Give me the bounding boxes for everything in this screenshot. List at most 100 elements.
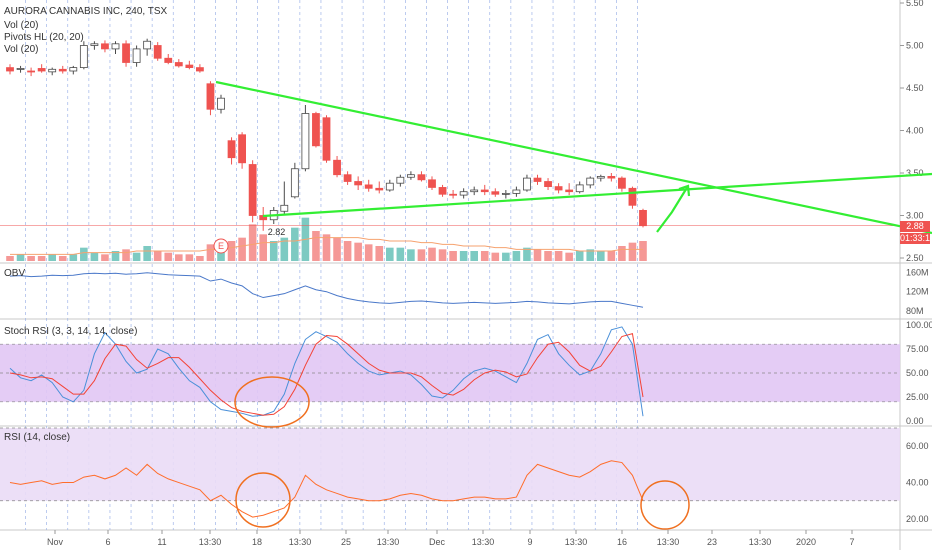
- candle-body: [122, 43, 130, 63]
- volume-bar: [364, 244, 373, 261]
- volume-bar: [90, 252, 99, 261]
- legend-vol-2[interactable]: Vol (20): [4, 44, 39, 55]
- candle-body: [586, 177, 595, 186]
- price-tick-label: 4.00: [906, 126, 924, 136]
- rsi-pane-title[interactable]: RSI (14, close): [4, 432, 71, 443]
- time-tick-label: 2020: [796, 537, 816, 547]
- obv-pane-title[interactable]: OBV: [4, 268, 26, 279]
- rsi-tick-label: 60.00: [906, 441, 929, 451]
- candle-body: [206, 83, 215, 110]
- volume-bar: [238, 237, 246, 261]
- rsi-tick-label: 20.00: [906, 514, 929, 524]
- time-tick-label: 25: [341, 537, 351, 547]
- low-price-marker: 2.82: [268, 227, 286, 237]
- volume-bar: [259, 234, 267, 261]
- volume-bar: [143, 246, 151, 261]
- candle-body: [618, 177, 626, 189]
- candle-body: [470, 189, 479, 193]
- volume-bar: [354, 242, 362, 261]
- volume-bar: [48, 254, 56, 261]
- volume-bar: [512, 251, 521, 261]
- candle-body: [16, 68, 25, 70]
- candle-body: [248, 164, 257, 216]
- price-tick-label: 4.50: [906, 83, 924, 93]
- time-tick-label: 23: [707, 537, 717, 547]
- candle-body: [227, 140, 236, 159]
- volume-bar: [565, 252, 573, 261]
- legend-vol[interactable]: Vol (20): [4, 20, 39, 31]
- volume-bar: [396, 247, 405, 261]
- candle-body: [90, 43, 99, 46]
- time-tick-label: 13:30: [657, 537, 680, 547]
- volume-bar: [607, 251, 616, 261]
- candle-body: [417, 174, 426, 181]
- candle-body: [396, 176, 405, 184]
- candle-body: [79, 45, 88, 69]
- candle-body: [607, 175, 616, 179]
- candle-body: [312, 113, 320, 147]
- candle-body: [385, 182, 394, 191]
- price-tick-label: 5.50: [906, 0, 924, 8]
- candle-body: [48, 68, 57, 73]
- time-tick-label: 13:30: [472, 537, 495, 547]
- volume-bar: [69, 254, 78, 261]
- last-price-tag: 2.88: [900, 221, 930, 232]
- volume-ma-line: [10, 237, 643, 255]
- volume-bar: [280, 237, 289, 261]
- volume-bar: [217, 251, 225, 261]
- candle-body: [69, 67, 78, 72]
- obv-tick-label: 120M: [906, 287, 929, 297]
- candle-body: [533, 177, 542, 182]
- legend-pivots[interactable]: Pivots HL (20, 20): [4, 32, 84, 43]
- earnings-circle: [213, 238, 229, 254]
- volume-bar: [459, 251, 468, 261]
- stoch-tick-label: 75.00: [906, 344, 929, 354]
- volume-bar: [618, 246, 626, 261]
- candle-body: [290, 168, 299, 198]
- candle-body: [459, 191, 468, 196]
- candle-body: [132, 48, 141, 63]
- candle-body: [438, 187, 447, 195]
- volume-bar: [58, 256, 67, 261]
- candle-body: [143, 40, 152, 50]
- stoch-tick-label: 25.00: [906, 392, 929, 402]
- volume-bar: [502, 252, 510, 261]
- stoch-tick-label: 0.00: [906, 416, 924, 426]
- stoch-pane-title[interactable]: Stoch RSI (3, 3, 14, 14, close): [4, 326, 138, 337]
- volume-bar: [80, 247, 88, 261]
- rsi-band: [0, 428, 900, 501]
- volume-bar: [470, 251, 478, 261]
- candle-body: [217, 97, 225, 110]
- volume-bar: [322, 234, 331, 261]
- candle-body: [575, 184, 584, 193]
- price-tick-label: 3.50: [906, 168, 924, 178]
- candle-body: [37, 68, 46, 72]
- time-tick-label: Dec: [429, 537, 446, 547]
- candle-body: [523, 177, 531, 191]
- candle-body: [554, 186, 563, 191]
- volume-bar: [554, 251, 563, 261]
- volume-bar: [175, 254, 183, 261]
- price-tick-label: 2.50: [906, 253, 924, 263]
- time-tick-label: 11: [157, 537, 166, 547]
- candle-body: [628, 187, 637, 206]
- candle-body: [375, 187, 384, 191]
- candle-body: [238, 134, 247, 164]
- volume-bar: [597, 251, 605, 261]
- obv-tick-label: 80M: [906, 306, 924, 316]
- chart-title: AURORA CANNABIS INC, 240, TSX: [4, 6, 168, 17]
- stoch-tick-label: 100.00: [906, 320, 932, 330]
- volume-bar: [227, 241, 236, 261]
- volume-bar: [312, 231, 320, 261]
- candle-body: [596, 175, 605, 179]
- volume-bar: [544, 251, 552, 261]
- volume-bar: [586, 249, 595, 261]
- stoch-oversold-circle: [234, 376, 310, 428]
- volume-bar: [449, 251, 457, 261]
- volume-bar: [291, 227, 299, 261]
- volume-bar: [428, 247, 436, 261]
- time-tick-label: 16: [617, 537, 627, 547]
- volume-bar: [417, 249, 426, 261]
